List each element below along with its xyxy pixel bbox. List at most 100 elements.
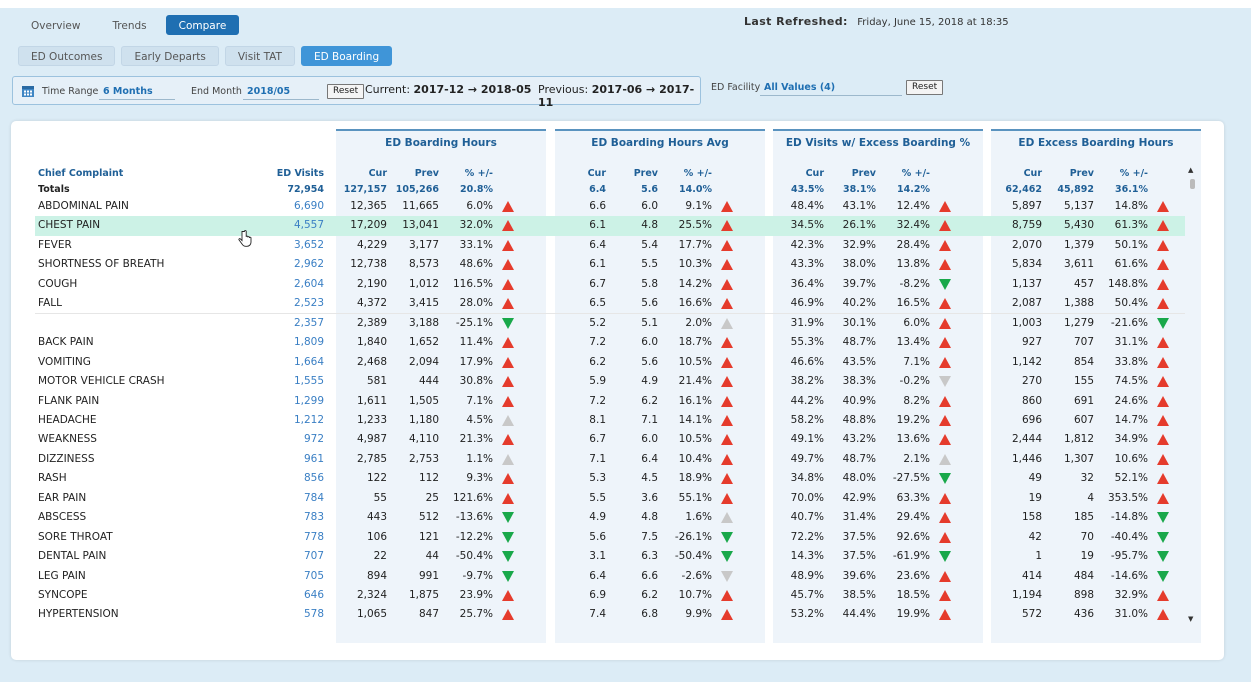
table-row[interactable]: ABDOMINAL PAIN 6,690 12,365 11,665 6.0% 6.6 6.… bbox=[35, 197, 1185, 216]
table-row[interactable]: HEADACHE 1,212 1,233 1,180 4.5% 8.1 7.1 14.1% 58… bbox=[35, 411, 1185, 430]
col-header-prev[interactable]: Prev bbox=[851, 168, 876, 179]
table-row[interactable]: SHORTNESS OF BREATH 2,962 12,738 8,573 48.6%… bbox=[35, 255, 1185, 274]
table-row[interactable]: COUGH 2,604 2,190 1,012 116.5% 6.7 5.8 14.2% 36.… bbox=[35, 275, 1185, 294]
col-header-cur[interactable]: Cur bbox=[1023, 168, 1042, 179]
row-cur-value: 44.2% bbox=[790, 394, 824, 407]
row-pct-change: 6.0% bbox=[903, 316, 930, 329]
row-pct-change: -21.6% bbox=[1110, 316, 1148, 329]
col-header-pct-change[interactable]: % +/- bbox=[1119, 168, 1148, 179]
row-cur-value: 45.7% bbox=[790, 589, 824, 601]
row-ed-visits-link[interactable]: 856 bbox=[303, 472, 324, 485]
row-ed-visits-link[interactable]: 783 bbox=[303, 511, 324, 524]
table-row[interactable]: EAR PAIN 784 55 25 121.6% 5.5 3.6 55.1% 70.0% 42.… bbox=[35, 489, 1185, 508]
tab-overview[interactable]: Overview bbox=[31, 20, 81, 32]
col-header-pct-change[interactable]: % +/- bbox=[464, 168, 493, 179]
row-ed-visits-link[interactable]: 1,299 bbox=[293, 394, 324, 407]
row-ed-visits-link[interactable]: 3,652 bbox=[293, 238, 324, 251]
col-header-ed-visits[interactable]: ED Visits bbox=[276, 168, 324, 179]
end-month-select[interactable]: 2018/05 bbox=[243, 83, 319, 100]
row-prev-value: 5.4 bbox=[641, 238, 658, 251]
row-prev-value: 32.9% bbox=[842, 238, 876, 251]
table-row[interactable]: CHEST PAIN 4,557 17,209 13,041 32.0% 6.1 4.8 25… bbox=[35, 216, 1185, 236]
table-row[interactable]: DIZZINESS 961 2,785 2,753 1.1% 7.1 6.4 10.4% 49.… bbox=[35, 450, 1185, 469]
scroll-down-arrow-icon[interactable]: ▼ bbox=[1188, 615, 1194, 623]
row-chief-complaint: ABSCESS bbox=[38, 511, 87, 524]
row-prev-value: 26.1% bbox=[842, 219, 876, 232]
row-prev-value: 70 bbox=[1080, 530, 1094, 543]
table-row[interactable]: VOMITING 1,664 2,468 2,094 17.9% 6.2 5.6 10.5% 4… bbox=[35, 353, 1185, 372]
table-row[interactable]: RASH 856 122 112 9.3% 5.3 4.5 18.9% 34.8% 48.0% -2… bbox=[35, 469, 1185, 488]
row-ed-visits-link[interactable]: 1,664 bbox=[293, 355, 324, 368]
table-row[interactable]: FEVER 3,652 4,229 3,177 33.1% 6.4 5.4 17.7% 42.3… bbox=[35, 236, 1185, 255]
tab-early-departs[interactable]: Early Departs bbox=[121, 46, 219, 66]
scroll-up-arrow-icon[interactable]: ▲ bbox=[1188, 166, 1194, 174]
row-ed-visits-link[interactable]: 2,523 bbox=[293, 297, 324, 310]
ed-facility-select[interactable]: All Values (4) bbox=[760, 80, 902, 96]
row-ed-visits-link[interactable]: 1,555 bbox=[293, 375, 324, 388]
row-pct-change: 50.1% bbox=[1114, 238, 1148, 251]
row-ed-visits-link[interactable]: 4,557 bbox=[293, 219, 324, 232]
tab-compare[interactable]: Compare bbox=[165, 15, 240, 35]
row-chief-complaint: DENTAL PAIN bbox=[38, 550, 107, 563]
row-prev-value: 3,415 bbox=[408, 297, 439, 310]
row-ed-visits-link[interactable]: 784 bbox=[303, 491, 324, 504]
row-cur-value: 53.2% bbox=[790, 608, 824, 621]
col-header-pct-change[interactable]: % +/- bbox=[901, 168, 930, 179]
row-pct-change: 10.7% bbox=[678, 589, 712, 601]
row-ed-visits-link[interactable]: 2,604 bbox=[293, 277, 324, 290]
row-cur-value: 6.6 bbox=[589, 200, 606, 212]
hand-cursor-icon bbox=[238, 230, 252, 247]
table-row[interactable]: 2,357 2,389 3,188 -25.1% 5.2 5.1 2.0% 31.9% 30.1… bbox=[35, 314, 1185, 333]
tab-ed-boarding[interactable]: ED Boarding bbox=[300, 46, 393, 66]
facility-reset-button[interactable]: Reset bbox=[906, 80, 944, 95]
table-row[interactable]: LEG PAIN 705 894 991 -9.7% 6.4 6.6 -2.6% 48.9% 39… bbox=[35, 567, 1185, 586]
col-header-cur[interactable]: Cur bbox=[587, 168, 606, 179]
tab-trends[interactable]: Trends bbox=[112, 20, 147, 32]
scrollbar-thumb[interactable] bbox=[1190, 179, 1195, 189]
row-ed-visits-link[interactable]: 6,690 bbox=[293, 200, 324, 212]
current-period: Current: 2017-12 → 2018-05 bbox=[365, 83, 531, 96]
row-ed-visits-link[interactable]: 961 bbox=[303, 452, 324, 465]
tab-visit-tat[interactable]: Visit TAT bbox=[224, 46, 295, 66]
row-ed-visits-link[interactable]: 707 bbox=[303, 550, 324, 563]
row-ed-visits-link[interactable]: 705 bbox=[303, 569, 324, 582]
table-row[interactable]: ABSCESS 783 443 512 -13.6% 4.9 4.8 1.6% 40.7% 31.… bbox=[35, 508, 1185, 527]
time-range-select[interactable]: 6 Months bbox=[99, 83, 175, 100]
col-header-pct-change[interactable]: % +/- bbox=[683, 168, 712, 179]
row-cur-value: 7.1 bbox=[589, 452, 606, 465]
col-header-cur[interactable]: Cur bbox=[805, 168, 824, 179]
col-header-prev[interactable]: Prev bbox=[414, 168, 439, 179]
row-pct-change: 18.9% bbox=[678, 472, 712, 485]
row-ed-visits-link[interactable]: 972 bbox=[303, 433, 324, 446]
row-ed-visits-link[interactable]: 646 bbox=[303, 589, 324, 601]
row-pct-change: 10.3% bbox=[678, 258, 712, 271]
row-cur-value: 49.1% bbox=[790, 433, 824, 446]
table-row[interactable]: MOTOR VEHICLE CRASH 1,555 581 444 30.8% 5.9 4.… bbox=[35, 372, 1185, 391]
row-ed-visits-link[interactable]: 578 bbox=[303, 608, 324, 621]
col-header-chief-complaint[interactable]: Chief Complaint bbox=[38, 168, 124, 179]
row-ed-visits-link[interactable]: 778 bbox=[303, 530, 324, 543]
row-prev-value: 898 bbox=[1073, 589, 1094, 601]
table-row[interactable]: SORE THROAT 778 106 121 -12.2% 5.6 7.5 -26.1% 72… bbox=[35, 528, 1185, 547]
row-prev-value: 43.2% bbox=[842, 433, 876, 446]
row-pct-change: 7.1% bbox=[903, 355, 930, 368]
row-ed-visits-link[interactable]: 2,962 bbox=[293, 258, 324, 271]
calendar-icon[interactable] bbox=[21, 84, 35, 98]
row-ed-visits-link[interactable]: 1,809 bbox=[293, 336, 324, 349]
up-arrow-icon bbox=[721, 239, 733, 251]
time-reset-button[interactable]: Reset bbox=[327, 84, 365, 99]
table-row[interactable]: WEAKNESS 972 4,987 4,110 21.3% 6.7 6.0 10.5% 49.… bbox=[35, 430, 1185, 449]
table-row[interactable]: FLANK PAIN 1,299 1,611 1,505 7.1% 7.2 6.2 16.1%… bbox=[35, 392, 1185, 411]
table-row[interactable]: SYNCOPE 646 2,324 1,875 23.9% 6.9 6.2 10.7% 45.7… bbox=[35, 586, 1185, 605]
col-header-cur[interactable]: Cur bbox=[368, 168, 387, 179]
col-header-prev[interactable]: Prev bbox=[1069, 168, 1094, 179]
row-ed-visits-link[interactable]: 1,212 bbox=[293, 413, 324, 426]
table-row[interactable]: BACK PAIN 1,809 1,840 1,652 11.4% 7.2 6.0 18.7%… bbox=[35, 333, 1185, 352]
row-ed-visits-link[interactable]: 2,357 bbox=[293, 316, 324, 329]
table-row[interactable]: FALL 2,523 4,372 3,415 28.0% 6.5 5.6 16.6% 46.9%… bbox=[35, 294, 1185, 314]
tab-ed-outcomes[interactable]: ED Outcomes bbox=[18, 46, 116, 66]
down-arrow-icon bbox=[502, 570, 514, 582]
table-row[interactable]: HYPERTENSION 578 1,065 847 25.7% 7.4 6.8 9.9% 53… bbox=[35, 605, 1185, 624]
col-header-prev[interactable]: Prev bbox=[633, 168, 658, 179]
table-row[interactable]: DENTAL PAIN 707 22 44 -50.4% 3.1 6.3 -50.4% 14.3… bbox=[35, 547, 1185, 566]
